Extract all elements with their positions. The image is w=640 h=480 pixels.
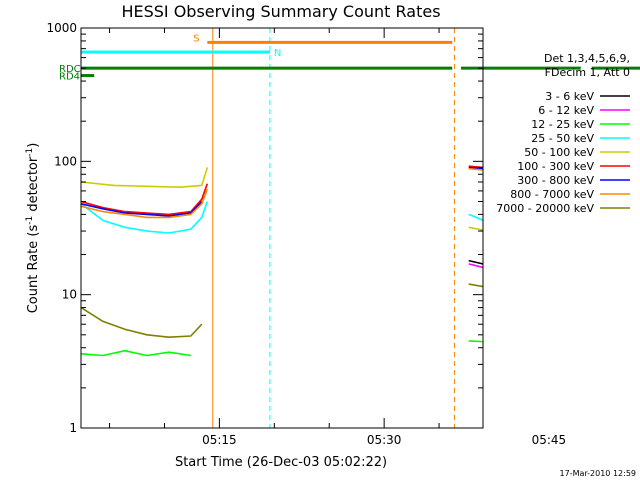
y-axis-label-exponent: -1 xyxy=(25,148,35,157)
series-line xyxy=(81,306,203,339)
y-axis: 1 10 100 1000 xyxy=(46,21,483,435)
flag-bar xyxy=(207,40,453,44)
legend-label: 12 - 25 keV xyxy=(531,118,594,131)
flag-bar xyxy=(81,74,95,78)
series-line xyxy=(468,213,483,222)
series-line xyxy=(581,346,640,355)
y-tick-label: 1 xyxy=(69,421,77,435)
x-tick-label: 05:15 xyxy=(202,433,237,447)
flag-bars: SNFRDCRD4 xyxy=(59,33,640,83)
legend-label: 3 - 6 keV xyxy=(545,90,594,103)
footer-timestamp: 17-Mar-2010 12:59 xyxy=(560,469,637,478)
y-axis-label-part: detector xyxy=(26,156,41,216)
legend-header: Det 1,3,4,5,6,9, xyxy=(544,52,630,65)
series-line xyxy=(81,201,209,234)
series-line xyxy=(81,188,209,219)
flag-bar xyxy=(81,66,453,70)
chart-title: HESSI Observing Summary Count Rates xyxy=(121,2,440,21)
flag-bar xyxy=(81,50,270,54)
flag-label: RD4 xyxy=(59,72,80,83)
flag-label: N xyxy=(274,48,281,59)
legend-header: FDecim 1, Att 0 xyxy=(545,66,630,79)
x-axis-label: Start Time (26-Dec-03 05:02:22) xyxy=(175,455,387,470)
flag-label: RDC xyxy=(59,64,81,75)
x-tick-label: 05:45 xyxy=(532,433,567,447)
legend-label: 7000 - 20000 keV xyxy=(496,202,594,215)
series-line xyxy=(81,349,191,357)
legend-label: 800 - 7000 keV xyxy=(510,188,594,201)
legend-label: 50 - 100 keV xyxy=(524,146,594,159)
series-line xyxy=(81,183,209,216)
legend-label: 6 - 12 keV xyxy=(538,104,594,117)
series-line xyxy=(468,259,483,265)
plot-frame xyxy=(80,27,484,429)
flag-bar xyxy=(591,66,640,70)
flag-label: S xyxy=(193,33,199,44)
legend-label: 300 - 800 keV xyxy=(517,174,594,187)
vertical-markers xyxy=(212,28,455,428)
series-line xyxy=(81,167,209,188)
y-tick-label: 10 xyxy=(62,288,77,302)
y-axis-label-exponent: -1 xyxy=(25,216,35,225)
y-axis-label: Count Rate (s-1 detector-1) xyxy=(25,143,41,314)
y-axis-label-part: Count Rate (s xyxy=(26,225,41,314)
y-tick-label: 100 xyxy=(54,154,77,168)
series-lines xyxy=(81,165,640,357)
y-tick-label: 1000 xyxy=(46,21,77,35)
y-axis-label-part: ) xyxy=(26,143,41,148)
series-line xyxy=(468,283,483,288)
x-tick-label: 05:30 xyxy=(367,433,402,447)
legend-label: 25 - 50 keV xyxy=(531,132,594,145)
series-line xyxy=(81,200,203,217)
flag-bar xyxy=(461,66,581,70)
series-line xyxy=(468,263,483,269)
series-line xyxy=(581,308,640,343)
series-line xyxy=(581,212,640,235)
legend: Det 1,3,4,5,6,9, FDecim 1, Att 0 3 - 6 k… xyxy=(496,52,630,215)
series-line xyxy=(468,226,483,231)
legend-label: 100 - 300 keV xyxy=(517,160,594,173)
